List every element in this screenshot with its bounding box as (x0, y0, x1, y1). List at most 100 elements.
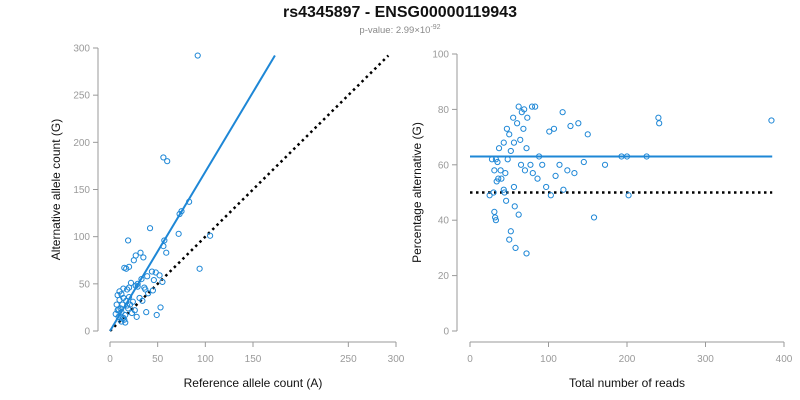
left-y-tick-label: 250 (73, 91, 90, 102)
left-data-point (114, 307, 121, 314)
left-x-axis-title: Reference allele count (A) (184, 376, 323, 390)
left-data-point (163, 249, 170, 256)
right-data-point (504, 156, 511, 163)
right-x-tick-label: 300 (697, 354, 714, 365)
right-x-axis-title: Total number of reads (569, 376, 685, 390)
right-data-point (584, 131, 591, 138)
left-data-point (137, 249, 144, 256)
left-y-tick-label: 50 (79, 279, 91, 290)
left-data-point (120, 314, 127, 321)
right-data-point (534, 175, 541, 182)
right-data-point (500, 186, 507, 193)
right-data-point (552, 172, 559, 179)
left-data-point (126, 301, 134, 308)
right-data-point (601, 161, 609, 168)
right-y-tick-label: 20 (438, 271, 450, 282)
left-data-point (131, 307, 138, 314)
left-data-point (142, 286, 149, 293)
left-fit-line (109, 55, 276, 332)
left-x-tick-label: 150 (245, 354, 262, 365)
right-data-point (514, 120, 521, 127)
left-data-point (136, 294, 143, 302)
right-y-tick-label: 100 (432, 50, 449, 61)
left-data-point (207, 232, 214, 239)
right-data-point (528, 103, 536, 110)
right-data-point (515, 211, 522, 218)
left-scatter-plot: 0 50 100 150 250 300 0 50 100 150 200 250 300 Referen… (49, 44, 405, 391)
right-y-axis-title: Percentage alternative (G) (410, 122, 424, 263)
right-data-point (502, 170, 509, 177)
right-data-point (492, 217, 500, 224)
left-x-tick-label: 100 (197, 354, 214, 365)
left-data-point (125, 237, 132, 244)
left-data-point (186, 198, 193, 205)
left-x-tick-label: 300 (388, 354, 405, 365)
right-data-point (523, 250, 530, 257)
right-data-point (507, 228, 514, 235)
right-y-tick-label: 0 (443, 327, 449, 338)
right-data-point (501, 189, 508, 196)
left-data-point (149, 287, 156, 294)
left-data-point (194, 52, 201, 59)
left-data-point (156, 272, 163, 279)
right-data-point (495, 145, 503, 152)
right-data-point (547, 192, 554, 199)
left-y-tick-label: 150 (73, 185, 90, 196)
left-y-tick-label: 100 (73, 232, 90, 243)
right-data-point (506, 236, 513, 243)
left-x-tick-label: 0 (107, 354, 113, 365)
right-data-point (556, 161, 563, 168)
pvalue-exponent: -92 (430, 24, 441, 31)
left-data-point (160, 154, 167, 161)
right-y-tick-label: 60 (438, 160, 450, 171)
left-data-point (134, 283, 141, 290)
right-data-point (529, 170, 536, 177)
left-data-point (125, 293, 133, 301)
left-data-point (196, 265, 203, 272)
right-x-tick-label: 200 (619, 354, 636, 365)
left-data-point (118, 291, 125, 298)
left-reference-line (109, 54, 390, 332)
left-x-tick-label: 250 (340, 354, 357, 365)
right-data-point (523, 145, 530, 152)
right-data-point (498, 175, 505, 182)
right-data-point (580, 158, 587, 166)
right-x-tick-label: 0 (467, 354, 473, 365)
right-data-point (497, 167, 504, 174)
left-y-tick-label: 200 (73, 138, 90, 149)
right-data-point (575, 120, 582, 127)
right-data-point (518, 109, 525, 116)
left-data-point (125, 284, 133, 291)
right-data-point (550, 125, 558, 132)
right-data-point (655, 114, 662, 121)
left-data-point (153, 311, 160, 319)
left-y-tick-label: 300 (73, 44, 90, 55)
right-data-point (503, 125, 510, 132)
right-data-point (511, 203, 518, 210)
right-data-point (520, 125, 527, 132)
right-data-point (507, 147, 514, 155)
right-data-point (643, 153, 650, 160)
right-data-point (567, 122, 574, 130)
right-data-point (564, 167, 571, 174)
left-data-point (164, 158, 171, 165)
right-x-tick-label: 400 (776, 354, 793, 365)
right-data-point (768, 117, 775, 124)
right-data-point (625, 192, 632, 199)
left-data-point (124, 302, 131, 309)
left-data-point (175, 230, 182, 237)
right-data-point (492, 214, 499, 221)
right-data-point (656, 120, 663, 127)
right-data-point (512, 244, 519, 251)
right-data-point (590, 214, 598, 221)
right-data-point (546, 128, 553, 135)
right-data-point (491, 208, 498, 215)
right-data-point (559, 109, 566, 116)
left-x-tick-label: 50 (152, 354, 164, 365)
right-data-point (510, 114, 517, 121)
right-scatter-plot: 0 100 200 300 400 0 20 40 60 80 100 Total number of… (410, 50, 793, 391)
right-x-tick-label: 100 (540, 354, 557, 365)
right-data-point (510, 183, 518, 191)
right-data-point (495, 175, 502, 182)
left-data-point (150, 276, 157, 284)
